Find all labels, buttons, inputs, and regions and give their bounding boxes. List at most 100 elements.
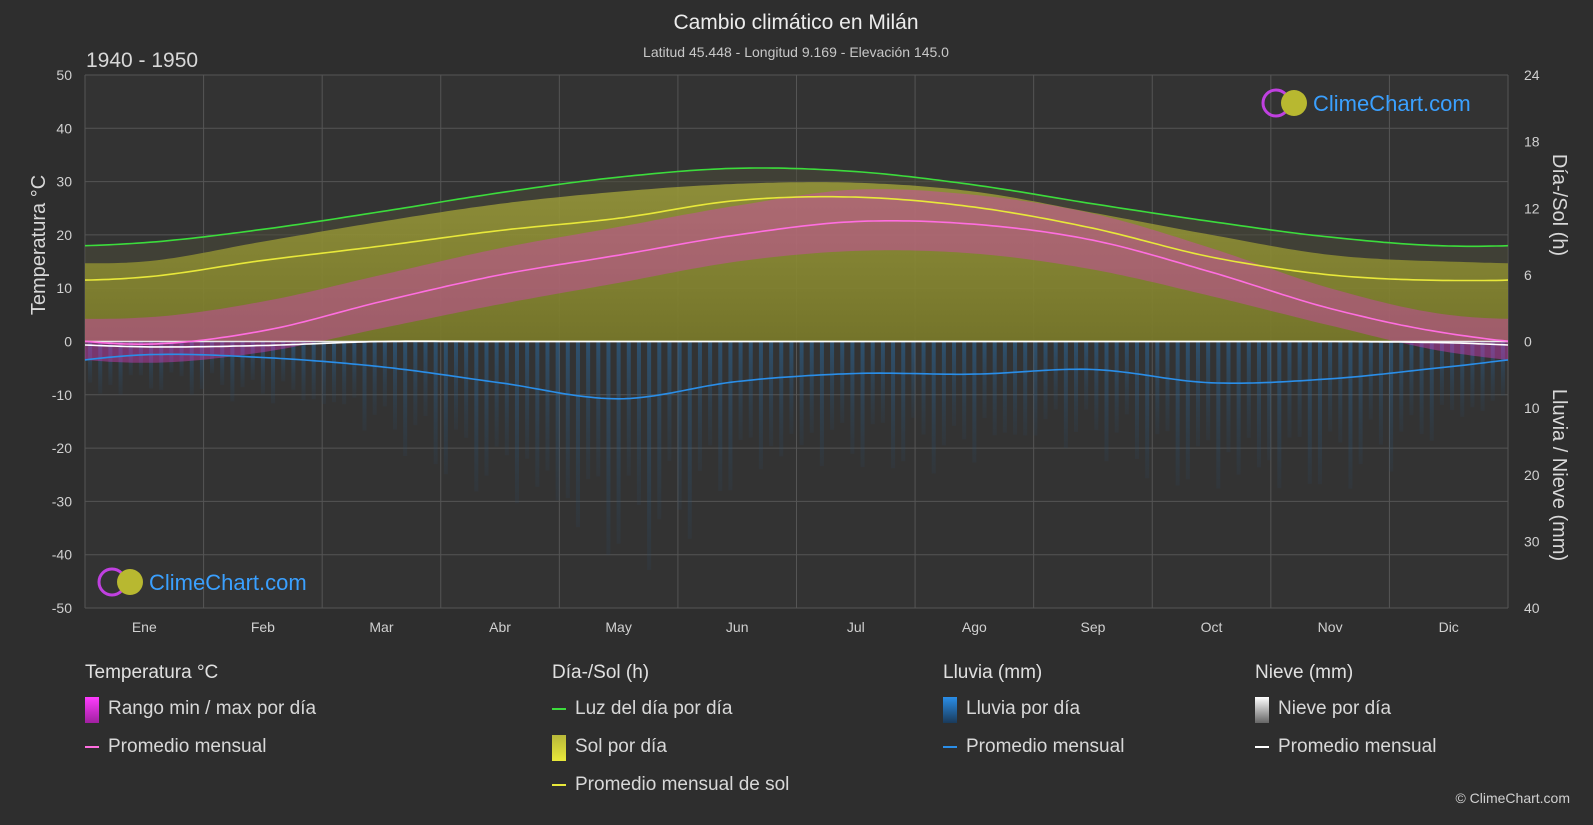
rain-streak (342, 341, 347, 405)
rain-streak (1480, 341, 1485, 411)
legend-item: Promedio mensual (966, 736, 1125, 757)
logo-bottom[interactable]: ClimeChart.com (97, 567, 307, 597)
rain-streak (1074, 341, 1079, 432)
rain-streak (291, 341, 296, 390)
sun-avg-swatch (552, 784, 566, 786)
legend-item: Promedio mensual de sol (575, 774, 790, 795)
copyright: © ClimeChart.com (1455, 790, 1570, 806)
range-swatch (85, 697, 99, 723)
rain-streak (819, 341, 824, 467)
rain-streak (972, 341, 977, 463)
rain-streak (403, 341, 408, 457)
rain-streak (525, 341, 530, 459)
sunshine-area (85, 182, 1508, 342)
rain-streak (830, 341, 835, 430)
daily-rain-bars (88, 341, 1505, 570)
right-tick-hours: 18 (1524, 134, 1540, 150)
rain-streak (1023, 341, 1028, 436)
rain-streak (382, 341, 387, 407)
rain-streak (667, 341, 672, 461)
avg-swatch (85, 746, 99, 748)
rain-streak (1256, 341, 1261, 468)
rain-streak (1226, 341, 1231, 453)
rain-streak (911, 341, 916, 418)
month-label: Jul (847, 619, 865, 635)
rain-streak (98, 341, 103, 394)
rain-streak (423, 341, 428, 417)
left-tick-label: 0 (64, 334, 72, 350)
logo-sun-icon (1281, 90, 1307, 116)
rain-streak (301, 341, 306, 401)
rain-streak (118, 341, 123, 395)
rain-streak (880, 341, 885, 423)
logo-text: ClimeChart.com (1313, 91, 1471, 116)
rain-streak (850, 341, 855, 454)
rain-streak (484, 341, 489, 476)
rain-streak (1490, 341, 1495, 401)
rain-streak (799, 341, 804, 446)
rain-streak (535, 341, 540, 487)
rain-streak (210, 341, 215, 374)
rain-streak (362, 341, 367, 431)
logo-text: ClimeChart.com (149, 570, 307, 595)
rain-streak (616, 341, 621, 544)
month-label: Dic (1439, 619, 1459, 635)
rain-streak (1155, 341, 1160, 435)
right-tick-mm: 10 (1524, 400, 1540, 416)
right-axis: 24 18 12 6 0 10 20 30 40 (1524, 67, 1540, 616)
rain-streak (1145, 341, 1150, 479)
rain-avg-line (84, 353, 1509, 400)
legend-item: Nieve por día (1278, 698, 1392, 719)
rain-streak (1317, 341, 1322, 485)
rain-streak (311, 341, 316, 400)
temp-range-band (85, 189, 1508, 363)
left-tick-label: -30 (52, 493, 72, 509)
rain-streak (240, 341, 245, 388)
chart-subtitle: Latitud 45.448 - Longitud 9.169 - Elevac… (643, 44, 949, 60)
legend-item: Sol por día (575, 736, 667, 757)
rain-streak (230, 341, 235, 402)
rain-streak (779, 341, 784, 457)
legend-rain: Lluvia (mm) Lluvia por día Promedio mens… (943, 662, 1124, 773)
daylight-swatch (552, 708, 566, 710)
rain-streak (464, 341, 469, 438)
legend-temperature: Temperatura °C Rango min / max por día P… (85, 662, 316, 773)
rain-streak (474, 341, 479, 492)
month-label: Sep (1080, 619, 1105, 635)
rain-streak (1053, 341, 1058, 410)
rain-streak (1460, 341, 1465, 417)
month-label: Abr (489, 619, 511, 635)
rain-streak (108, 341, 113, 386)
sunshine-avg-line (84, 195, 1509, 282)
rain-streak (393, 341, 398, 430)
month-label: Ago (962, 619, 987, 635)
rain-streak (636, 341, 641, 505)
rain-streak (332, 341, 337, 403)
left-tick-label: 10 (56, 280, 72, 296)
logo-sun-icon (117, 569, 143, 595)
logo-top[interactable]: ClimeChart.com (1261, 88, 1471, 118)
rain-streak (1195, 341, 1200, 447)
rain-streak (1439, 341, 1444, 405)
legend-title: Lluvia (mm) (943, 662, 1043, 683)
right-tick-hours: 12 (1524, 200, 1540, 216)
right-tick-hours: 0 (1524, 334, 1532, 350)
daily-temperature-range (85, 189, 1508, 363)
rain-streak (728, 341, 733, 491)
rain-streak (179, 341, 184, 377)
left-tick-label: 50 (56, 67, 72, 83)
rain-streak (1348, 341, 1353, 489)
rain-streak (708, 341, 713, 446)
snow-avg-swatch (1255, 746, 1269, 748)
rain-streak (1165, 341, 1170, 432)
rain-streak (687, 341, 692, 539)
rain-streak (992, 341, 997, 436)
rain-swatch (943, 697, 957, 723)
sunshine-swatch (552, 735, 566, 761)
rain-streak (1185, 341, 1190, 480)
right-tick-hours: 6 (1524, 267, 1532, 283)
legend-item: Promedio mensual (108, 736, 267, 757)
rain-streak (189, 341, 194, 395)
month-label: May (605, 619, 631, 635)
